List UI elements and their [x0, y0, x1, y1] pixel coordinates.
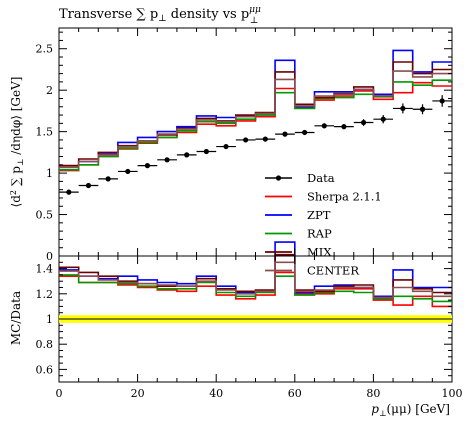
x-tick-label: 0 — [56, 387, 63, 400]
data-point — [262, 136, 268, 142]
x-tick-label: 20 — [131, 387, 145, 400]
y-tick-label: 1.4 — [36, 263, 54, 276]
data-point — [184, 152, 190, 158]
main-series-center — [59, 70, 452, 169]
data-point — [419, 106, 426, 112]
x-axis-label: p⊥(μμ) [GeV] — [371, 402, 450, 418]
x-tick-label: 40 — [209, 387, 223, 400]
y-tick-label: 2.5 — [36, 43, 54, 56]
legend-label: MIX — [307, 245, 332, 259]
legend-label: CENTER — [307, 264, 359, 278]
y-tick-label: 1 — [46, 167, 53, 180]
x-tick-label: 100 — [442, 387, 463, 400]
y-tick-label: 1.2 — [36, 288, 54, 301]
data-point — [341, 124, 347, 130]
data-point — [282, 131, 288, 137]
x-tick-label: 80 — [366, 387, 380, 400]
data-point — [360, 119, 367, 126]
data-point — [302, 129, 308, 136]
data-point — [164, 157, 170, 163]
legend-label: RAP — [307, 227, 332, 241]
ratio-series-center — [59, 261, 452, 299]
data-point — [400, 105, 406, 112]
data-point — [66, 189, 72, 195]
y-tick-label: 2 — [46, 84, 53, 97]
y-axis-label-main: ⟨d2 ∑ p⊥ /dηdφ⟩ [GeV] — [9, 77, 25, 208]
y-tick-label: 0.8 — [36, 338, 54, 351]
data-point — [125, 168, 131, 175]
legend-label: Sherpa 2.1.1 — [307, 190, 382, 204]
y-tick-label: 0.6 — [36, 363, 54, 376]
legend-label: ZPT — [307, 208, 331, 222]
y-tick-label: 0 — [46, 250, 53, 263]
data-point — [203, 148, 209, 155]
chart-title: Transverse ∑ p⊥ density vs pμμ ⊥ — [59, 5, 261, 26]
y-tick-label: 1.5 — [36, 126, 54, 139]
data-point — [105, 176, 111, 182]
data-point — [223, 143, 229, 150]
data-point — [321, 123, 327, 129]
y-tick-label: 0.5 — [36, 209, 54, 222]
data-point — [85, 182, 92, 189]
y-tick-label: 1 — [46, 313, 53, 326]
legend-label: Data — [307, 171, 335, 185]
data-point — [144, 163, 151, 169]
legend-marker — [275, 175, 282, 181]
data-point — [439, 98, 445, 104]
data-point — [243, 137, 249, 143]
x-tick-label: 60 — [288, 387, 302, 400]
y-axis-label-ratio: MC/Data — [9, 291, 23, 345]
chart-marks: 00.511.522.50.60.811.21.40 20 40 60 80 100Dat… — [36, 28, 463, 400]
data-point — [380, 116, 386, 122]
